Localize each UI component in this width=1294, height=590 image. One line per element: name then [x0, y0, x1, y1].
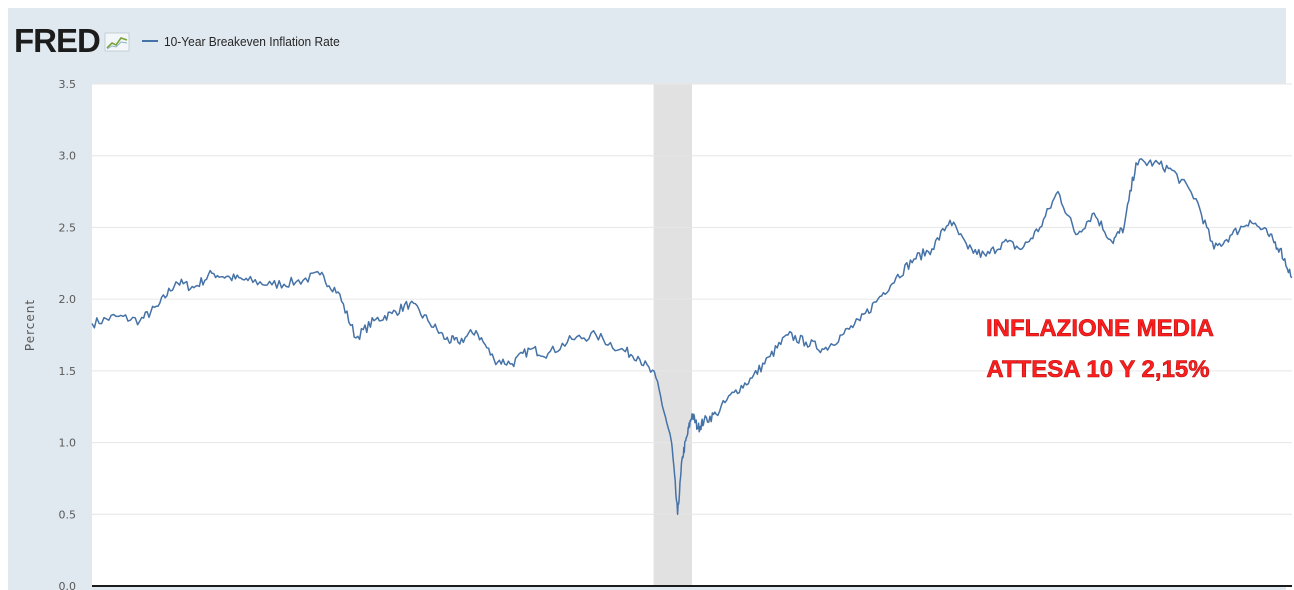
recession-band [653, 84, 692, 586]
y-tick-label: 3.5 [59, 78, 77, 91]
top-strip [0, 0, 1294, 8]
y-tick-label: 0.0 [59, 580, 77, 590]
y-tick-label: 2.5 [59, 221, 77, 234]
legend-label: 10-Year Breakeven Inflation Rate [163, 33, 340, 49]
chart-line-icon [104, 32, 130, 52]
legend-swatch [141, 40, 158, 42]
fred-logo[interactable]: FRED [14, 21, 101, 59]
y-axis-label: Percent [23, 299, 37, 351]
y-tick-label: 3.0 [59, 150, 77, 163]
annotation-line-2: ATTESA 10 Y 2,15% [986, 356, 1209, 383]
series-line [91, 158, 1293, 516]
chart-legend[interactable]: 10-Year Breakeven Inflation Rate [141, 33, 355, 49]
y-tick-label: 2.0 [59, 293, 77, 306]
y-tick-label: 1.5 [59, 365, 77, 378]
y-tick-label: 0.5 [59, 508, 77, 521]
chart-header: FRED 10-Year Breakeven Inflation Rate [14, 22, 355, 58]
annotation-line-1: INFLAZIONE MEDIA [986, 315, 1214, 342]
y-tick-label: 1.0 [59, 437, 77, 450]
